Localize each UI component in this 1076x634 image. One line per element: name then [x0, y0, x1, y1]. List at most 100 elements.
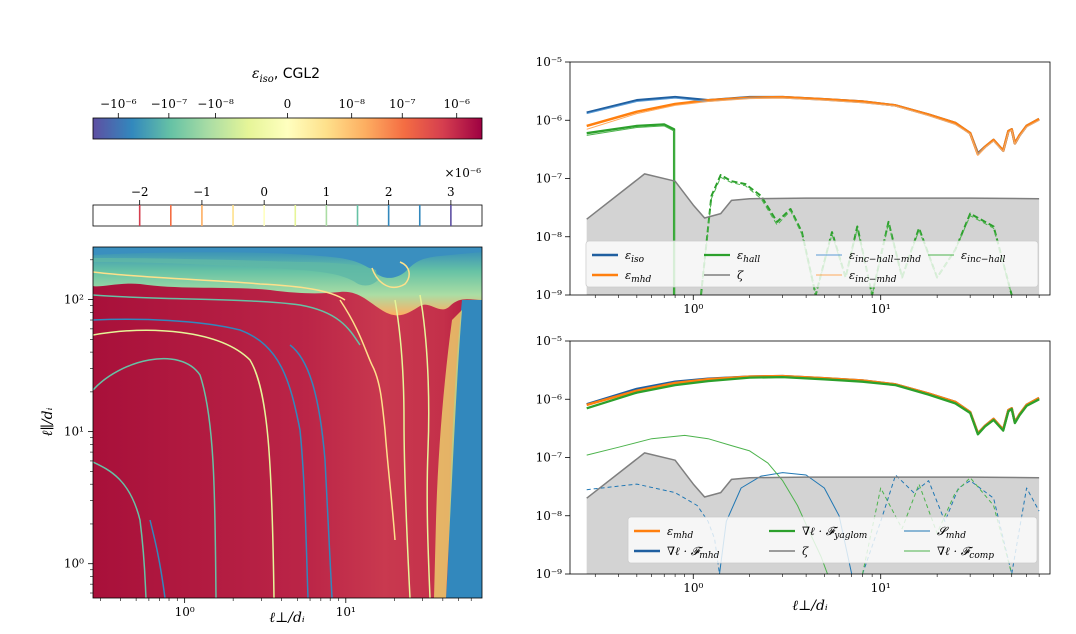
heatmap-right-band-edge [434, 310, 462, 598]
ytick-label: 10⁻⁸ [536, 230, 563, 244]
legend-label: ζ [737, 268, 744, 282]
heatmap-right-band [446, 300, 482, 598]
legend-symbol: ∇ℓ · 𝓕 [937, 544, 974, 558]
colorbar-levels-tick-label: −2 [131, 185, 149, 199]
legend-subscript: mhd [699, 551, 719, 561]
legend-label: εinc−hall [961, 248, 1005, 265]
contour-line [371, 261, 410, 289]
legend-subscript: inc−mhd [855, 275, 897, 285]
legend-label: ∇ℓ · 𝓕mhd [667, 544, 720, 561]
legend-label: εinc−hall−mhd [849, 248, 921, 265]
legend-symbol: ε [961, 248, 967, 262]
legend-box [627, 516, 1038, 564]
heatmap-top-core [93, 247, 482, 278]
series-line [586, 97, 1040, 156]
colorbar-level-lines [138, 205, 452, 226]
colorbar-tick-label: 0 [284, 97, 292, 111]
contour-line [419, 294, 431, 598]
ytick-label: 10⁻⁶ [536, 113, 563, 127]
legend-label: εinc−mhd [849, 268, 897, 285]
legend-label: εiso [625, 248, 645, 265]
contour-line [93, 461, 147, 598]
heatmap-ytick-label: 10² [64, 293, 84, 307]
legend-symbol: ε [737, 248, 743, 262]
colorbar-levels-tick-label: 1 [323, 185, 331, 199]
colorbar-top: εiso, CGL2 −10⁻⁶ −10⁻⁷ −10⁻⁸ 0 10⁻⁸ 10⁻⁷ 10⁻⁶ [92, 66, 483, 140]
colorbar-levels-tick-label: −1 [193, 185, 211, 199]
heatmap-xlabel: ℓ⊥/dᵢ [269, 610, 305, 626]
legend-subscript: mhd [631, 275, 651, 285]
colorbar-top-ticks: −10⁻⁶ −10⁻⁷ −10⁻⁸ 0 10⁻⁸ 10⁻⁷ 10⁻⁶ [100, 97, 470, 118]
colorbar-levels-multiplier: ×10⁻⁶ [445, 166, 482, 180]
legend-symbol: ∇ℓ · 𝓕 [802, 524, 839, 538]
legend-subscript: mhd [673, 531, 693, 541]
colorbar-levels-tick-label: 0 [260, 185, 268, 199]
colorbar-title-subscript: iso [259, 74, 273, 85]
legend-label: εmhd [667, 524, 694, 541]
legend-symbol: ζ [737, 268, 744, 282]
legend-subscript: iso [631, 255, 644, 265]
legend-symbol: ε [849, 248, 855, 262]
heatmap-xtick-label: 10⁰ [175, 605, 195, 619]
contour-line [149, 519, 166, 598]
ytick-label: 10⁻⁹ [536, 288, 563, 302]
series-line [586, 375, 1040, 436]
legend-subscript: inc−hall [967, 255, 1005, 265]
series-line [586, 483, 720, 574]
heatmap-field [93, 247, 482, 598]
panel-bottom-right-xlabel: ℓ⊥/dᵢ [792, 598, 828, 614]
legend-subscript: mhd [946, 531, 966, 541]
contour-line [93, 329, 275, 598]
ytick-label: 10⁻⁵ [536, 334, 563, 348]
legend-label: εhall [737, 248, 760, 265]
heatmap-ytick-label: 10⁰ [64, 557, 84, 571]
heatmap-frame [92, 246, 483, 599]
heatmap-contours [93, 261, 431, 598]
colorbar-tick-label: −10⁻⁶ [100, 97, 137, 111]
heatmap-ticks: 10⁰ 10¹ 10⁰ 10¹ 10² [64, 259, 472, 619]
legend-label: ζ [802, 544, 809, 558]
ytick-label: 10⁻⁷ [536, 451, 563, 465]
colorbar-levels-ticks: −2 −1 0 1 2 3 [131, 185, 455, 205]
ytick-label: 10⁻⁶ [536, 392, 563, 406]
legend-symbol: ε [849, 268, 855, 282]
colorbar-tick-label: −10⁻⁸ [197, 97, 234, 111]
panel-bottom-right-ticks: 10⁰ 10¹ 10⁻⁹ 10⁻⁸ 10⁻⁷ 10⁻⁶ 10⁻⁵ [536, 334, 1040, 595]
colorbar-title-rest: , CGL2 [274, 66, 320, 82]
legend-subscript: hall [743, 255, 760, 265]
legend-box [585, 240, 1039, 288]
contour-line [93, 318, 309, 598]
colorbar-levels-tick-label: 2 [385, 185, 393, 199]
contour-line [93, 294, 361, 346]
series-line [719, 472, 853, 574]
colorbar-levels: ×10⁻⁶ −2 −1 0 1 2 3 [92, 166, 483, 227]
heatmap-xtick-label: 10¹ [336, 605, 356, 619]
legend-subscript: yaglom [833, 531, 867, 541]
colorbar-tick-label: 10⁻⁶ [444, 97, 471, 111]
xtick-label: 10⁰ [683, 302, 703, 316]
series-line [586, 173, 1040, 220]
contour-line [339, 299, 396, 541]
colorbar-top-gradient [92, 117, 483, 140]
legend-symbol: ε [625, 248, 631, 262]
ytick-label: 10⁻⁵ [536, 55, 563, 69]
heatmap-ylabel: ℓ∥/dᵢ [40, 407, 56, 436]
xtick-label: 10¹ [871, 581, 891, 595]
contour-line [289, 344, 333, 598]
ytick-label: 10⁻⁸ [536, 509, 563, 523]
xtick-label: 10¹ [871, 302, 891, 316]
legend-symbol: ε [667, 524, 673, 538]
legend-subscript: comp [969, 551, 994, 561]
colorbar-tick-label: −10⁻⁷ [151, 97, 188, 111]
contour-line [394, 299, 411, 598]
colorbar-levels-box [92, 204, 483, 227]
colorbar-levels-tick-label: 3 [447, 185, 455, 199]
legend-symbol: ∇ℓ · 𝓕 [667, 544, 704, 558]
colorbar-title-symbol: ε [252, 66, 260, 82]
heatmap-top-inner [93, 258, 378, 286]
colorbar-tick-label: 10⁻⁷ [389, 97, 416, 111]
legend-label: εmhd [625, 268, 652, 285]
